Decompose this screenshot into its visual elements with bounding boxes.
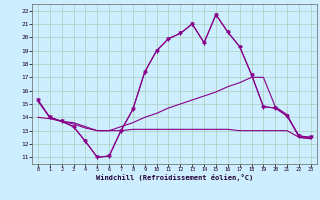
X-axis label: Windchill (Refroidissement éolien,°C): Windchill (Refroidissement éolien,°C) (96, 174, 253, 181)
